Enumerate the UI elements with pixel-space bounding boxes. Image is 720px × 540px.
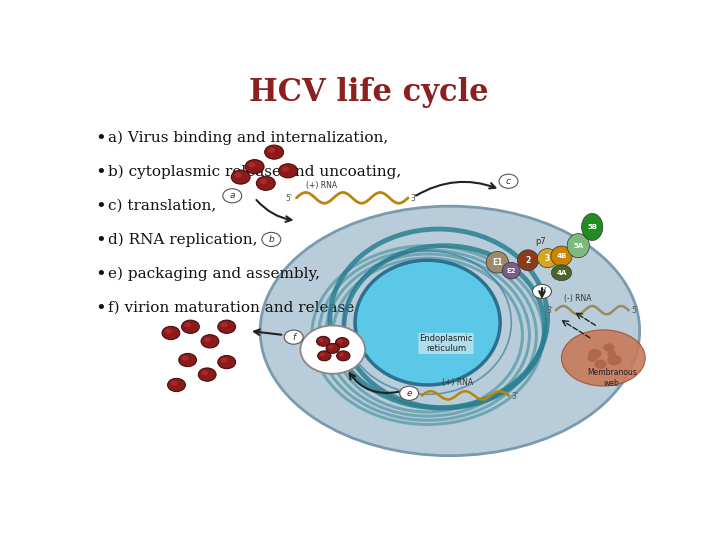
Circle shape xyxy=(221,322,228,327)
Circle shape xyxy=(339,353,344,356)
Circle shape xyxy=(279,164,297,178)
Circle shape xyxy=(259,179,266,184)
Circle shape xyxy=(284,330,303,344)
Ellipse shape xyxy=(355,260,500,385)
Text: c) translation,: c) translation, xyxy=(108,199,216,213)
Circle shape xyxy=(318,351,331,361)
Text: E2: E2 xyxy=(507,268,516,274)
Text: 5': 5' xyxy=(286,194,292,203)
Circle shape xyxy=(179,353,197,367)
Circle shape xyxy=(217,355,235,369)
Circle shape xyxy=(317,336,330,346)
Text: Membranous
web: Membranous web xyxy=(587,368,636,388)
Text: •: • xyxy=(96,299,107,317)
Ellipse shape xyxy=(260,206,639,456)
Text: (+) RNA: (+) RNA xyxy=(441,379,473,388)
Circle shape xyxy=(607,350,616,357)
Ellipse shape xyxy=(582,213,603,240)
Text: E1: E1 xyxy=(492,258,503,267)
Circle shape xyxy=(588,349,602,359)
Text: •: • xyxy=(96,265,107,283)
Text: 3': 3' xyxy=(410,194,418,203)
Circle shape xyxy=(320,353,325,356)
Circle shape xyxy=(245,160,264,174)
Circle shape xyxy=(328,345,333,349)
Text: 3: 3 xyxy=(545,254,550,262)
Text: •: • xyxy=(96,129,107,146)
Circle shape xyxy=(217,320,235,333)
Circle shape xyxy=(168,379,186,392)
Text: a: a xyxy=(230,191,235,200)
Circle shape xyxy=(338,339,343,343)
Circle shape xyxy=(256,176,275,191)
Ellipse shape xyxy=(503,262,521,279)
Ellipse shape xyxy=(538,248,557,268)
Circle shape xyxy=(171,381,177,386)
Text: a) Virus binding and internalization,: a) Virus binding and internalization, xyxy=(108,130,388,145)
Ellipse shape xyxy=(551,246,572,266)
Text: 4B: 4B xyxy=(557,253,567,259)
Circle shape xyxy=(201,335,219,348)
Text: 3': 3' xyxy=(511,392,518,401)
Circle shape xyxy=(221,357,228,363)
Circle shape xyxy=(204,337,211,342)
Circle shape xyxy=(181,320,199,333)
Circle shape xyxy=(319,338,324,342)
Circle shape xyxy=(595,360,607,369)
Text: 4A: 4A xyxy=(557,269,567,276)
Circle shape xyxy=(162,326,180,340)
Text: d: d xyxy=(539,287,545,296)
Text: (-) RNA: (-) RNA xyxy=(564,294,592,302)
Text: 5A: 5A xyxy=(573,242,583,249)
Ellipse shape xyxy=(486,252,508,273)
Text: d) RNA replication,: d) RNA replication, xyxy=(108,233,257,247)
Text: b) cytoplasmic release and uncoating,: b) cytoplasmic release and uncoating, xyxy=(108,165,401,179)
Circle shape xyxy=(268,147,275,153)
Text: p7: p7 xyxy=(536,237,546,246)
Circle shape xyxy=(248,162,256,167)
Circle shape xyxy=(282,166,289,172)
Text: •: • xyxy=(96,197,107,215)
Text: e) packaging and assembly,: e) packaging and assembly, xyxy=(108,267,320,281)
Text: 5B: 5B xyxy=(588,224,597,230)
Circle shape xyxy=(499,174,518,188)
Circle shape xyxy=(165,329,172,334)
Circle shape xyxy=(588,354,597,362)
Text: •: • xyxy=(96,163,107,181)
Circle shape xyxy=(336,338,349,348)
Text: (+) RNA: (+) RNA xyxy=(306,180,337,190)
Text: •: • xyxy=(96,231,107,249)
Circle shape xyxy=(184,322,192,327)
Circle shape xyxy=(198,368,216,381)
Text: f: f xyxy=(292,333,295,342)
Text: e: e xyxy=(406,389,412,398)
Circle shape xyxy=(337,351,350,361)
Circle shape xyxy=(202,370,208,375)
Text: b: b xyxy=(269,235,274,244)
Circle shape xyxy=(533,285,552,299)
Circle shape xyxy=(231,170,250,184)
Text: f) virion maturation and release.: f) virion maturation and release. xyxy=(108,301,359,315)
Circle shape xyxy=(326,343,339,353)
Circle shape xyxy=(603,343,615,352)
Text: c: c xyxy=(506,177,511,186)
Text: 2: 2 xyxy=(526,256,531,265)
Circle shape xyxy=(300,326,365,374)
Text: 3': 3' xyxy=(546,307,553,315)
Text: Endoplasmic
reticulum: Endoplasmic reticulum xyxy=(419,334,473,353)
Circle shape xyxy=(222,188,242,203)
Circle shape xyxy=(181,356,189,361)
Circle shape xyxy=(265,145,284,159)
Ellipse shape xyxy=(552,265,572,281)
Ellipse shape xyxy=(567,234,590,258)
Text: 5': 5' xyxy=(413,392,419,401)
Text: 5': 5' xyxy=(631,307,638,315)
Text: HCV life cycle: HCV life cycle xyxy=(249,77,489,109)
Ellipse shape xyxy=(518,250,539,271)
Ellipse shape xyxy=(562,330,645,386)
Circle shape xyxy=(400,386,418,400)
Circle shape xyxy=(235,172,242,178)
Circle shape xyxy=(262,232,281,246)
Circle shape xyxy=(607,355,622,366)
